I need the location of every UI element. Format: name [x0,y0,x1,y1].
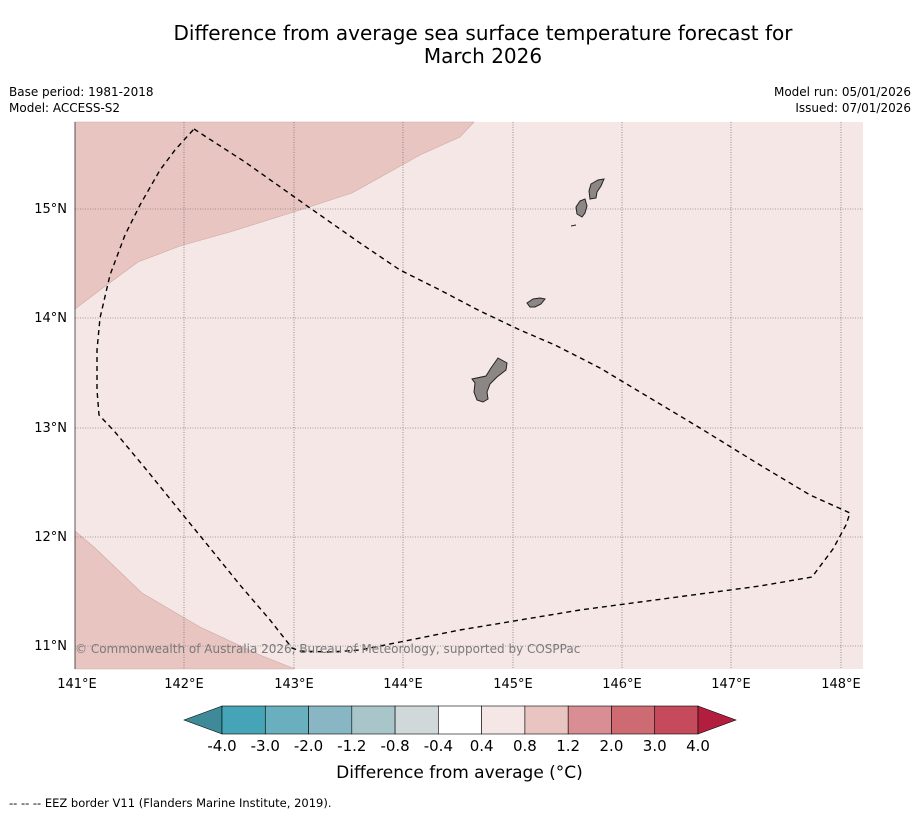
model-run: Model run: 05/01/2026 [773,85,911,99]
colorbar-tick-label: -2.0 [294,737,323,755]
colorbar-tick-label: 3.0 [643,737,667,755]
colorbar-tick-label: -4.0 [207,737,236,755]
colorbar-tick-label: -0.8 [380,737,409,755]
chart-title: Difference from average sea surface temp… [0,22,919,68]
lon-label: 148°E [821,677,861,692]
issued-date: Issued: 07/01/2026 [795,101,911,115]
colorbar-bin [611,705,656,735]
lon-label: 145°E [493,677,533,692]
island-aguijan [570,224,577,227]
title-line-1: Difference from average sea surface temp… [173,21,793,45]
colorbar-tick-label: 0.8 [513,737,537,755]
colorbar-bin [567,705,612,735]
lon-label: 141°E [57,677,97,692]
lon-label: 143°E [274,677,314,692]
colorbar-under-arrow [183,705,223,735]
colorbar-bin [351,705,396,735]
lat-label: 11°N [34,639,67,654]
colorbar-bin [394,705,439,735]
colorbar-title: Difference from average (°C) [336,763,583,783]
island-rota [526,297,546,308]
eez-legend: -- -- -- EEZ border V11 (Flanders Marine… [9,796,332,810]
colorbar-over-arrow [697,705,737,735]
anomaly-patch-southwest [74,530,296,670]
lat-label: 13°N [34,421,67,436]
colorbar-tick-label: 0.4 [470,737,494,755]
colorbar-tick-label: 4.0 [686,737,710,755]
lon-label: 146°E [602,677,642,692]
base-period: Base period: 1981-2018 [9,85,154,99]
colorbar-bin [524,705,569,735]
island-guam [471,357,508,403]
colorbar-tick-label: -0.4 [424,737,453,755]
lat-label: 12°N [34,530,67,545]
colorbar-bin [438,705,482,735]
lat-label: 14°N [34,311,67,326]
colorbar-tick-label: 1.2 [556,737,580,755]
island-tinian [575,198,588,218]
land-islands [471,178,605,403]
model-name: Model: ACCESS-S2 [9,101,121,115]
gridlines [75,122,863,669]
copyright-notice: © Commonwealth of Australia 2026, Bureau… [75,642,580,656]
colorbar-tick-label: -3.0 [251,737,280,755]
right-metadata: Model run: 05/01/2026 Issued: 07/01/2026 [774,84,911,116]
colorbar-bin [481,705,526,735]
island-saipan [588,178,605,200]
lon-label: 144°E [383,677,423,692]
eez-border [96,128,851,653]
colorbar: -4.0 -3.0 -2.0 -1.2 -0.8 -0.4 0.4 0.8 1.2 2.0 3.0 4… [183,705,737,755]
anomaly-patch-northwest [74,121,475,310]
lon-label: 142°E [164,677,204,692]
latitude-labels: 15°N 14°N 13°N 12°N 11°N [34,202,67,654]
colorbar-bin [264,705,309,735]
left-metadata: Base period: 1981-2018 Model: ACCESS-S2 [9,84,154,116]
title-line-2: March 2026 [423,44,543,68]
colorbar-bin [654,705,699,735]
lat-label: 15°N [34,202,67,217]
lon-label: 147°E [711,677,751,692]
colorbar-bin [221,705,266,735]
colorbar-tick-label: 2.0 [600,737,624,755]
colorbar-bin [308,705,353,735]
colorbar-tick-label: -1.2 [337,737,366,755]
longitude-labels: 141°E 142°E 143°E 144°E 145°E 146°E 147°… [57,677,861,692]
